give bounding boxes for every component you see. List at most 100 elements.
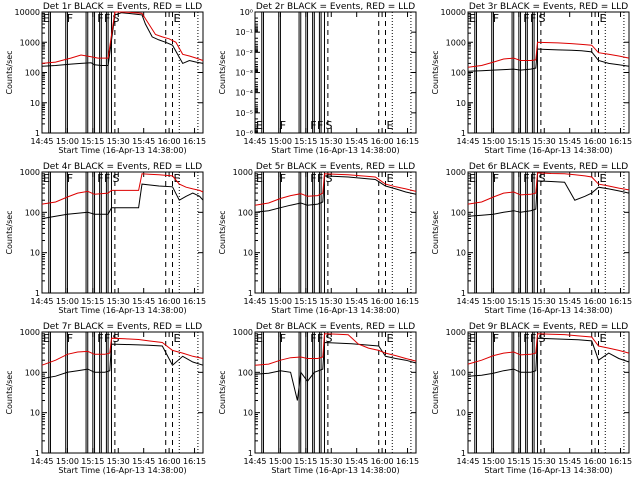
y-tick-label: 10⁻⁶ [235, 129, 253, 138]
event-marker-e: E [469, 332, 476, 345]
event-marker-f: F [523, 332, 529, 345]
y-tick-label: 10 [456, 409, 466, 418]
event-marker-f: F [317, 119, 323, 132]
event-marker-e: E [386, 119, 393, 132]
lld-series-line [467, 172, 630, 205]
y-axis-label: Counts/sec [431, 370, 440, 414]
x-tick-label: 15:30 [320, 457, 343, 466]
y-tick-label: 100 [25, 69, 40, 78]
event-marker-e: E [256, 119, 263, 132]
event-marker-f: F [530, 332, 536, 345]
x-tick-label: 15:15 [507, 297, 530, 306]
panel-title: Det 1r BLACK = Events, RED = LLD [43, 2, 202, 12]
x-axis-label: Start Time (16-Apr-13 14:38:00) [58, 146, 186, 155]
event-marker-f: F [104, 12, 110, 25]
y-tick-label: 10 [243, 249, 253, 258]
x-tick-label: 15:45 [345, 297, 368, 306]
y-tick-label: 1000 [446, 328, 466, 337]
event-marker-e: E [43, 172, 50, 185]
event-marker-f: F [67, 172, 73, 185]
x-tick-label: 15:45 [558, 457, 581, 466]
x-tick-label: 14:45 [456, 137, 479, 146]
y-tick-label: 1000 [20, 168, 40, 177]
x-tick-label: 16:15 [609, 137, 632, 146]
event-marker-e: E [599, 172, 606, 185]
y-tick-label: 10 [30, 409, 40, 418]
lld-series-line [467, 333, 630, 365]
x-tick-label: 15:00 [269, 457, 292, 466]
events-series-line [41, 12, 204, 67]
y-tick-label: 10⁻¹ [235, 28, 253, 37]
x-tick-label: 15:00 [56, 297, 79, 306]
event-marker-s: S [538, 12, 545, 25]
y-tick-label: 1 [35, 289, 40, 298]
y-tick-label: 10⁻³ [235, 69, 253, 78]
event-marker-s: S [325, 119, 332, 132]
x-tick-label: 16:15 [396, 457, 419, 466]
event-marker-f: F [310, 172, 316, 185]
y-tick-label: 1000 [446, 168, 466, 177]
x-tick-label: 15:15 [81, 457, 104, 466]
y-tick-label: 1000 [233, 168, 253, 177]
x-tick-label: 14:45 [456, 457, 479, 466]
x-axis-label: Start Time (16-Apr-13 14:38:00) [271, 146, 399, 155]
panel-title: Det 9r BLACK = Events, RED = LLD [469, 322, 628, 332]
x-tick-label: 16:15 [609, 457, 632, 466]
event-marker-f: F [310, 119, 316, 132]
det-panel-7: Det 7r BLACK = Events, RED = LLD 1 10 100 10… [5, 322, 206, 475]
y-tick-label: 10⁰ [240, 8, 253, 17]
event-marker-e: E [599, 332, 606, 345]
x-tick-label: 16:00 [158, 137, 181, 146]
x-tick-label: 15:45 [132, 137, 155, 146]
event-marker-e: E [43, 12, 50, 25]
x-tick-label: 15:30 [533, 297, 556, 306]
y-tick-label: 1 [35, 449, 40, 458]
lld-series-line [41, 337, 204, 366]
y-tick-label: 100 [25, 368, 40, 377]
y-tick-label: 1 [35, 129, 40, 138]
x-tick-label: 15:30 [107, 137, 130, 146]
event-marker-f: F [317, 332, 323, 345]
x-tick-label: 16:00 [371, 297, 394, 306]
x-axis-label: Start Time (16-Apr-13 14:38:00) [271, 466, 399, 475]
x-tick-label: 15:00 [269, 137, 292, 146]
x-axis-label: Start Time (16-Apr-13 14:38:00) [58, 306, 186, 315]
x-tick-label: 16:15 [183, 457, 206, 466]
x-tick-label: 15:15 [507, 137, 530, 146]
x-tick-label: 15:45 [132, 457, 155, 466]
x-tick-label: 16:00 [584, 457, 607, 466]
event-marker-f: F [310, 332, 316, 345]
event-marker-s: S [112, 172, 119, 185]
x-tick-label: 15:00 [482, 297, 505, 306]
det-panel-5: Det 5r BLACK = Events, RED = LLD 1 10 100 10… [218, 162, 419, 315]
panel-title: Det 8r BLACK = Events, RED = LLD [256, 322, 415, 332]
y-tick-label: 1 [248, 289, 253, 298]
x-tick-label: 15:30 [533, 457, 556, 466]
event-marker-f: F [280, 172, 286, 185]
x-tick-label: 15:45 [558, 297, 581, 306]
y-tick-label: 10 [243, 409, 253, 418]
x-tick-label: 15:00 [482, 457, 505, 466]
det-panel-1: Det 1r BLACK = Events, RED = LLD 1 10 100 10… [5, 2, 206, 155]
events-series-line [41, 343, 204, 380]
y-axis-label: Counts/sec [431, 50, 440, 94]
event-marker-f: F [317, 172, 323, 185]
event-marker-f: F [530, 12, 536, 25]
x-tick-label: 15:15 [81, 297, 104, 306]
events-series-line [41, 183, 204, 220]
panel-title: Det 2r BLACK = Events, RED = LLD [256, 2, 415, 12]
x-tick-label: 15:00 [56, 457, 79, 466]
x-tick-label: 14:45 [30, 137, 53, 146]
lld-series-line [41, 173, 204, 205]
x-tick-label: 15:45 [345, 137, 368, 146]
event-marker-f: F [97, 172, 103, 185]
y-tick-label: 100 [238, 208, 253, 217]
event-marker-e: E [386, 332, 393, 345]
event-marker-f: F [97, 12, 103, 25]
y-tick-label: 1000 [233, 328, 253, 337]
det-panel-3: Det 3r BLACK = Events, RED = LLD 1 10 100 10… [431, 2, 632, 155]
event-marker-f: F [530, 172, 536, 185]
x-tick-label: 15:00 [269, 297, 292, 306]
